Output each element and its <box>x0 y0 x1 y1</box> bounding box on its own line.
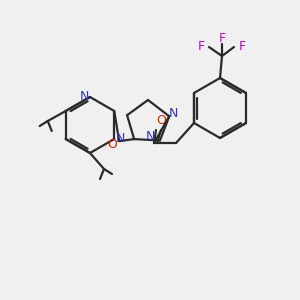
Text: O: O <box>156 115 166 128</box>
Text: O: O <box>107 138 117 151</box>
Text: N: N <box>145 130 155 143</box>
Text: F: F <box>218 32 226 44</box>
Text: N: N <box>169 107 178 120</box>
Text: F: F <box>238 40 246 52</box>
Text: F: F <box>197 40 205 52</box>
Text: N: N <box>79 89 89 103</box>
Text: N: N <box>116 131 125 145</box>
